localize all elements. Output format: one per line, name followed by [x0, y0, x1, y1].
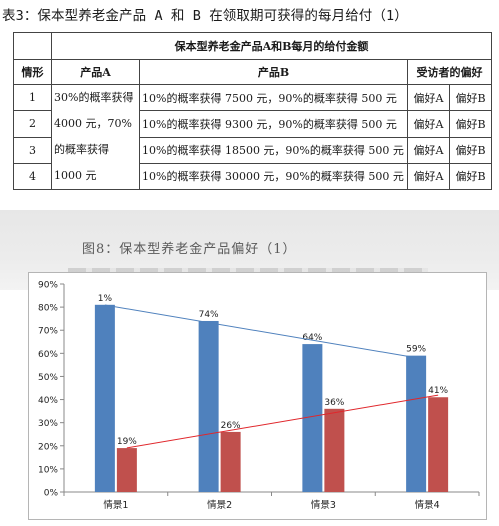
y-tick-label: 30%	[38, 419, 58, 429]
table-row: 4 10%的概率获得 30000 元，90%的概率获得 500 元 偏好A 偏好…	[13, 162, 493, 191]
data-label: 41%	[428, 386, 448, 396]
y-tick-label: 50%	[38, 373, 58, 383]
bar-series-1	[302, 344, 323, 492]
trendline-series-2	[126, 394, 439, 449]
preference-a-cell: 偏好A	[407, 110, 450, 138]
table-caption: 保本型养老金产品A和B每月的给付金额	[50, 32, 493, 60]
preference-a-cell: 偏好A	[407, 162, 450, 191]
case-cell: 4	[13, 162, 52, 191]
table-row: 1 30%的概率获得4000 元，70%的概率获得 1000 元 10%的概率获…	[13, 83, 493, 190]
header-preference: 受访者的偏好	[406, 59, 493, 85]
figure-caption: 图8：保本型养老金产品偏好（1）	[82, 242, 297, 257]
preference-b-cell: 偏好B	[448, 83, 493, 112]
payout-table-container: 保本型养老金产品A和B每月的给付金额 情形 产品A 产品B 受访者的偏好 1 3…	[13, 32, 493, 191]
trendline-series-1	[104, 304, 417, 359]
bar-series-1	[94, 304, 115, 492]
table-row: 3 10%的概率获得 18500 元，90%的概率获得 500 元 偏好A 偏好…	[13, 136, 493, 164]
bar-series-2	[428, 397, 449, 492]
product-b-cell: 10%的概率获得 7500 元，90%的概率获得 500 元	[139, 83, 408, 112]
data-label: 64%	[302, 333, 322, 343]
product-b-cell: 10%的概率获得 18500 元，90%的概率获得 500 元	[139, 136, 408, 164]
data-label: 36%	[324, 398, 344, 408]
x-category-label: 情景3	[311, 499, 336, 511]
x-category-label: 情景1	[103, 499, 128, 511]
bar-series-2	[116, 448, 137, 492]
y-tick-label: 70%	[38, 327, 58, 337]
preference-b-cell: 偏好B	[448, 110, 493, 138]
y-tick-label: 10%	[38, 465, 58, 475]
bar-series-2	[220, 431, 241, 492]
data-label: 59%	[406, 345, 426, 355]
case-cell: 1	[13, 83, 52, 112]
x-category-label: 情景4	[415, 499, 440, 511]
data-label: 19%	[117, 437, 137, 447]
data-label: 74%	[199, 310, 219, 320]
y-tick-label: 0%	[44, 489, 59, 499]
table-title: 表3：保本型养老金产品 A 和 B 在领取期可获得的每月给付（1）	[2, 8, 408, 24]
header-case: 情形	[13, 59, 52, 85]
header-product-b: 产品B	[139, 59, 408, 85]
y-tick-label: 20%	[38, 442, 58, 452]
y-tick-label: 40%	[38, 396, 58, 406]
payout-table: 保本型养老金产品A和B每月的给付金额 情形 产品A 产品B 受访者的偏好 1 3…	[13, 32, 493, 191]
data-label: 26%	[221, 421, 241, 431]
case-cell: 2	[13, 110, 52, 138]
preference-a-cell: 偏好A	[407, 136, 450, 164]
preference-a-cell: 偏好A	[407, 83, 450, 112]
x-category-label: 情景2	[207, 499, 232, 511]
preference-b-cell: 偏好B	[448, 162, 493, 191]
y-tick-label: 80%	[38, 304, 58, 314]
bar-series-1	[406, 355, 427, 492]
chart-frame: 0% 10% 20% 30% 40% 50% 60% 70% 80% 90% 1% 74% 64% 59%…	[28, 272, 487, 520]
product-b-cell: 10%的概率获得 30000 元，90%的概率获得 500 元	[139, 162, 408, 191]
preference-b-cell: 偏好B	[448, 136, 493, 164]
header-product-a: 产品A	[51, 59, 140, 85]
bar-series-1	[198, 320, 219, 492]
data-label: 1%	[98, 294, 113, 304]
case-cell: 3	[13, 136, 52, 164]
bar-series-2	[324, 408, 345, 492]
y-tick-label: 60%	[38, 350, 58, 360]
y-tick-label: 90%	[38, 281, 58, 291]
product-a-cell: 30%的概率获得4000 元，70%的概率获得 1000 元	[51, 84, 140, 190]
product-b-cell: 10%的概率获得 9300 元，90%的概率获得 500 元	[139, 110, 408, 138]
preference-bar-chart: 0% 10% 20% 30% 40% 50% 60% 70% 80% 90% 1% 74% 64% 59%…	[38, 281, 480, 511]
